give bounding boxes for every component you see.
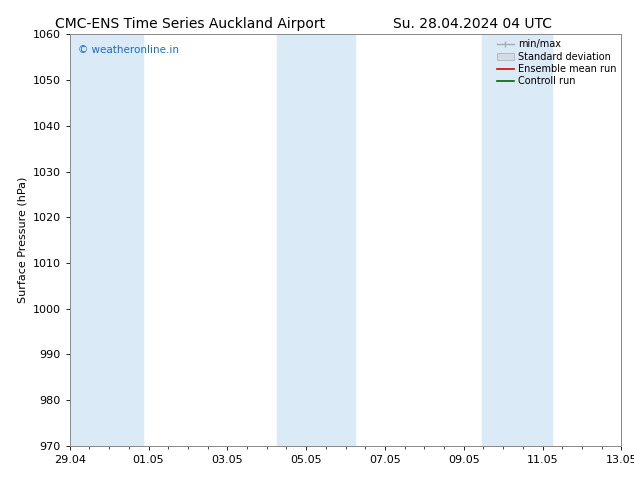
Bar bbox=[482, 34, 552, 446]
Text: Su. 28.04.2024 04 UTC: Su. 28.04.2024 04 UTC bbox=[393, 17, 552, 31]
Text: CMC-ENS Time Series Auckland Airport: CMC-ENS Time Series Auckland Airport bbox=[55, 17, 325, 31]
Y-axis label: Surface Pressure (hPa): Surface Pressure (hPa) bbox=[17, 177, 27, 303]
Text: © weatheronline.in: © weatheronline.in bbox=[78, 45, 179, 54]
Bar bbox=[276, 34, 356, 446]
Legend: min/max, Standard deviation, Ensemble mean run, Controll run: min/max, Standard deviation, Ensemble me… bbox=[495, 37, 618, 88]
Bar bbox=[70, 34, 143, 446]
